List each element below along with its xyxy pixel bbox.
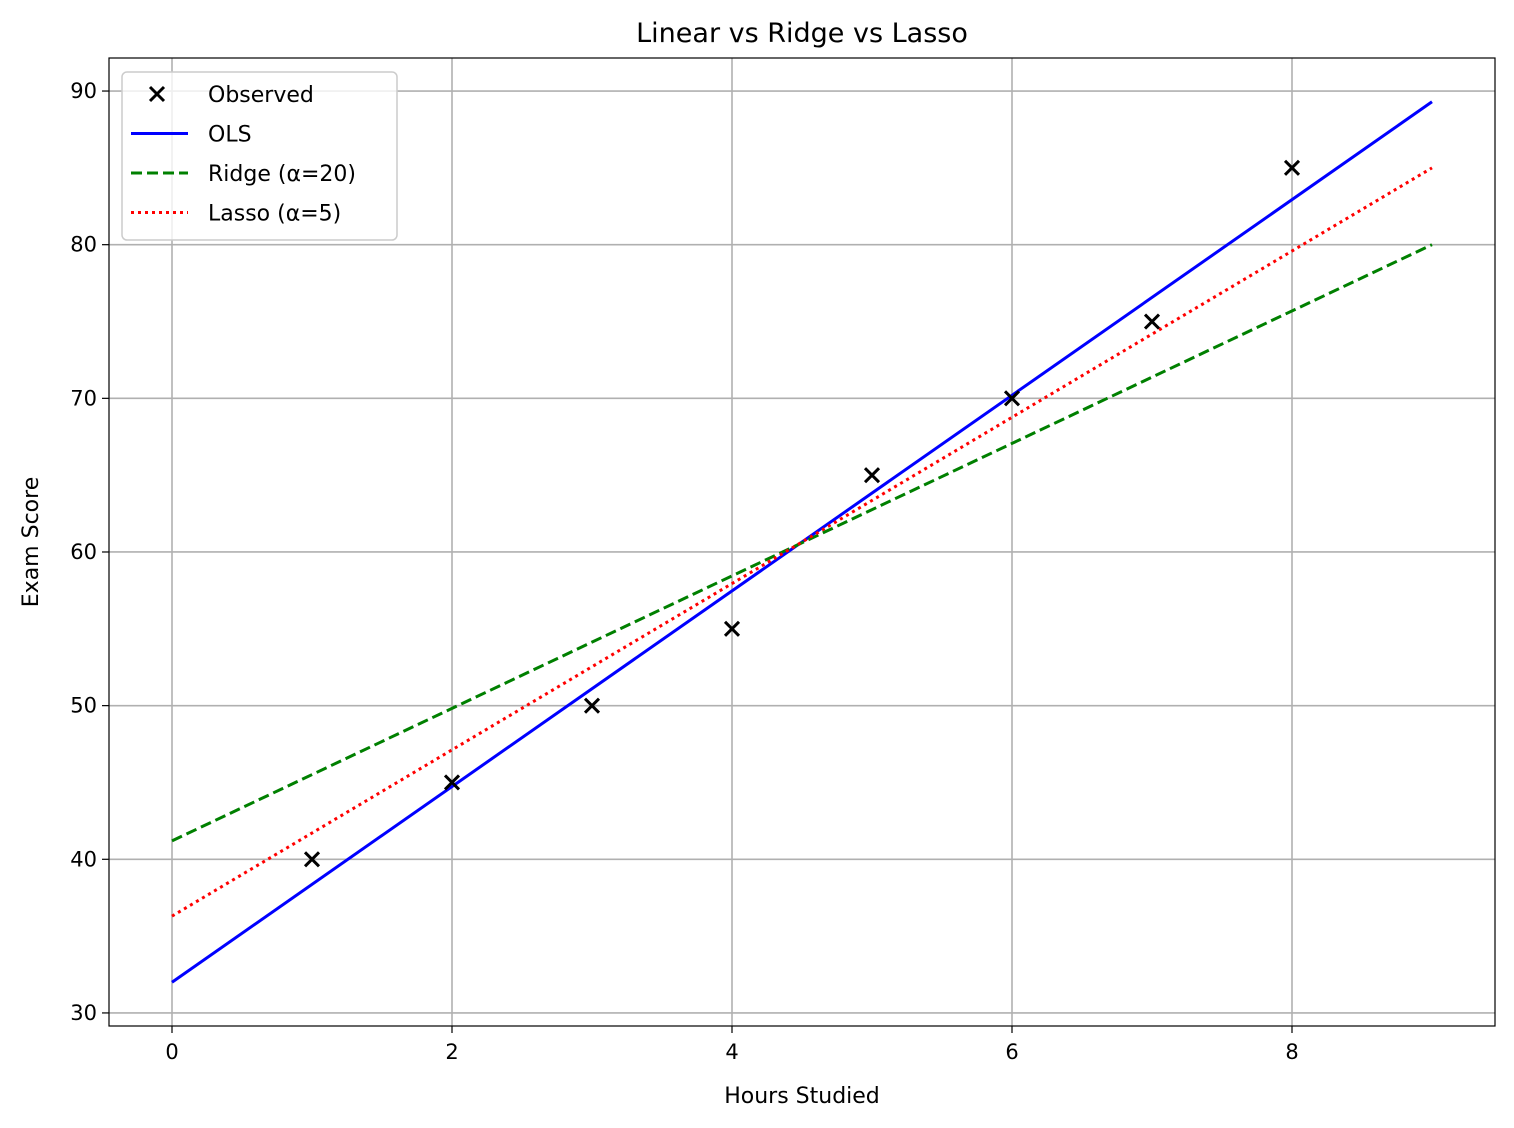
x-tick-label: 2 bbox=[445, 1040, 458, 1064]
legend-label: Ridge (α=20) bbox=[208, 162, 356, 187]
y-tick-label: 80 bbox=[70, 233, 97, 257]
y-tick-label: 30 bbox=[70, 1001, 97, 1025]
observed-point bbox=[303, 851, 321, 868]
legend-marker bbox=[148, 85, 166, 103]
y-axis-label: Exam Score bbox=[19, 477, 44, 607]
observed-point bbox=[1003, 390, 1021, 407]
y-tick-label: 40 bbox=[70, 847, 97, 871]
ticks: 0 2 4 6 8 30 40 50 60 70 80 90 bbox=[70, 79, 1298, 1064]
y-tick-label: 50 bbox=[70, 694, 97, 718]
observed-point bbox=[583, 697, 601, 714]
y-tick-label: 60 bbox=[70, 540, 97, 564]
plot-frame bbox=[108, 57, 1496, 1027]
plot-data bbox=[171, 100, 1433, 984]
legend-item: Ridge (α=20) bbox=[131, 162, 356, 187]
legend-item: OLS bbox=[131, 123, 252, 148]
legend-item: Lasso (α=5) bbox=[131, 202, 341, 227]
x-tick-label: 8 bbox=[1285, 1040, 1298, 1064]
y-tick-label: 70 bbox=[70, 386, 97, 410]
x-tick-label: 6 bbox=[1005, 1040, 1018, 1064]
legend-label: OLS bbox=[208, 123, 252, 148]
legend-item: Observed bbox=[148, 83, 314, 108]
observed-point bbox=[723, 620, 741, 637]
observed-point bbox=[443, 774, 461, 791]
x-axis-label: Hours Studied bbox=[724, 1084, 880, 1109]
legend-label: Lasso (α=5) bbox=[208, 202, 341, 227]
y-tick-label: 90 bbox=[70, 79, 97, 103]
x-tick-label: 0 bbox=[165, 1040, 178, 1064]
observed-point bbox=[863, 467, 881, 484]
series-line bbox=[171, 243, 1433, 843]
legend-label: Observed bbox=[208, 83, 314, 108]
x-tick-label: 4 bbox=[725, 1040, 738, 1064]
chart-title: Linear vs Ridge vs Lasso bbox=[636, 18, 968, 49]
observed-point bbox=[1283, 159, 1301, 176]
legend: Observed OLS Ridge (α=20) Lasso (α=5) bbox=[121, 71, 398, 241]
legend-box bbox=[121, 71, 398, 241]
observed-point bbox=[1143, 313, 1161, 330]
grid bbox=[109, 58, 1495, 1026]
